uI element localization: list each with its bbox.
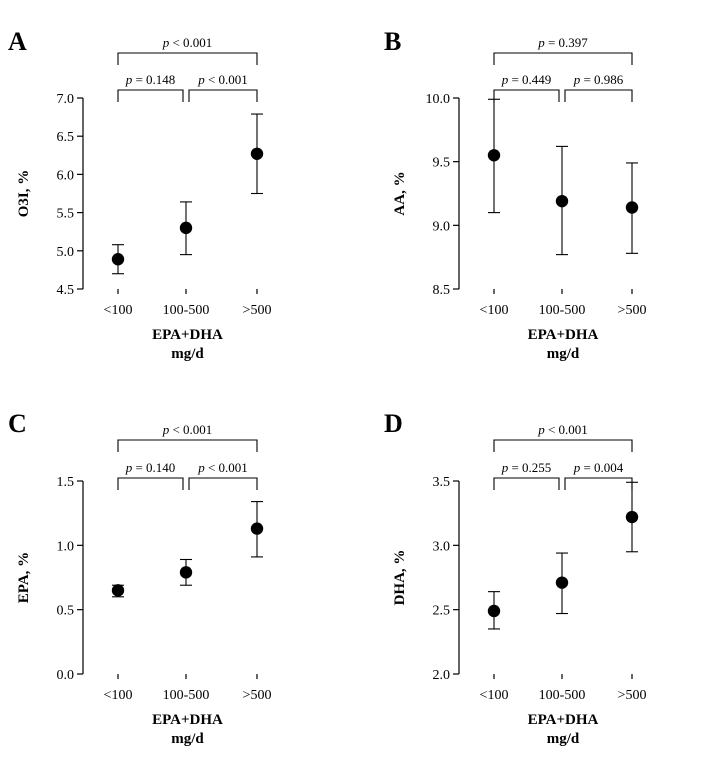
y-tick-label: 4.5 [57, 283, 75, 298]
x-tick-label: >500 [618, 303, 647, 318]
data-point-3 [625, 201, 639, 214]
data-point-3 [250, 522, 264, 535]
comparison-bracket-2 [188, 89, 258, 102]
x-axis-title-line-1: EPA+DHA [528, 327, 599, 343]
panel-c: C 0.0 0.5 1.0 1.5 EPA, % <100 100-500 >500 EPA+DH… [8, 409, 271, 747]
comparison-bracket-1 [493, 89, 560, 102]
comparison-bracket-3 [117, 439, 258, 452]
y-tick-label: 1.5 [57, 475, 75, 490]
panel-b: B 8.5 9.0 9.5 10.0 AA, % <100 100-500 >500 EPA+DH… [384, 27, 646, 362]
comparison-bracket-1 [117, 89, 184, 102]
data-point-2 [555, 576, 569, 589]
comparison-bracket-2 [564, 89, 633, 102]
p-value-label-1: p = 0.449 [501, 72, 552, 87]
x-tick-label: 100-500 [163, 303, 210, 318]
x-tick-label: >500 [243, 688, 272, 703]
y-tick-label: 9.0 [433, 219, 451, 234]
y-tick-label: 6.0 [57, 168, 75, 183]
x-tick-label: 100-500 [163, 688, 210, 703]
panel-letter-b: B [384, 27, 401, 56]
y-tick-label: 3.0 [433, 539, 451, 554]
data-point-3 [625, 510, 639, 524]
x-axis-title-line-2: mg/d [547, 731, 580, 747]
x-tick-label: <100 [480, 688, 509, 703]
data-point-2 [555, 194, 569, 208]
y-axis-title: EPA, % [16, 552, 32, 603]
x-tick-label: <100 [104, 688, 133, 703]
x-axis-title-line-2: mg/d [171, 731, 204, 747]
panel-a: A 4.5 5.0 5.5 6.0 6.5 7.0 O3I, % <100 100-500 >500… [8, 27, 271, 362]
p-value-label-1: p = 0.140 [125, 460, 176, 475]
panel-letter-d: D [384, 409, 403, 438]
y-tick-label: 0.0 [57, 668, 75, 683]
comparison-bracket-1 [117, 477, 184, 490]
p-value-label-2: p = 0.986 [573, 72, 624, 87]
panel-d: D 2.0 2.5 3.0 3.5 DHA, % <100 100-500 >500 EPA+DH… [384, 409, 646, 747]
panel-letter-c: C [8, 409, 27, 438]
x-tick-label: >500 [618, 688, 647, 703]
x-tick-label: 100-500 [539, 303, 586, 318]
y-tick-label: 10.0 [426, 92, 451, 107]
comparison-bracket-3 [117, 52, 258, 65]
p-value-label-3: p < 0.001 [537, 422, 588, 437]
data-point-2 [179, 566, 193, 579]
x-axis-title-line-2: mg/d [547, 346, 580, 362]
y-tick-label: 7.0 [57, 92, 75, 107]
data-point-3 [250, 147, 264, 160]
data-point-1 [487, 604, 501, 618]
panel-letter-a: A [8, 27, 27, 56]
p-value-label-3: p = 0.397 [537, 35, 588, 50]
p-value-label-2: p = 0.004 [573, 460, 624, 475]
y-tick-label: 5.5 [57, 207, 75, 222]
data-point-2 [179, 221, 193, 235]
p-value-label-3: p < 0.001 [162, 422, 213, 437]
y-tick-label: 9.5 [433, 156, 451, 171]
x-tick-label: 100-500 [539, 688, 586, 703]
y-tick-label: 6.5 [57, 130, 75, 145]
data-point-1 [111, 584, 125, 597]
x-axis-title-line-1: EPA+DHA [528, 712, 599, 728]
data-point-1 [111, 253, 125, 266]
p-value-label-2: p < 0.001 [197, 72, 248, 87]
comparison-bracket-3 [493, 52, 633, 65]
y-tick-label: 5.0 [57, 245, 75, 260]
x-tick-label: <100 [480, 303, 509, 318]
y-tick-label: 2.5 [433, 604, 451, 619]
p-value-label-3: p < 0.001 [162, 35, 213, 50]
x-tick-label: >500 [243, 303, 272, 318]
y-tick-label: 2.0 [433, 668, 451, 683]
y-tick-label: 0.5 [57, 604, 75, 619]
comparison-bracket-3 [493, 439, 633, 452]
comparison-bracket-1 [493, 477, 560, 490]
x-axis-title-line-1: EPA+DHA [152, 712, 223, 728]
y-tick-label: 1.0 [57, 539, 75, 554]
x-axis-title-line-2: mg/d [171, 346, 204, 362]
y-tick-label: 8.5 [433, 283, 451, 298]
data-point-1 [487, 149, 501, 162]
x-tick-label: <100 [104, 303, 133, 318]
y-axis-title: AA, % [392, 171, 408, 215]
y-tick-label: 3.5 [433, 475, 451, 490]
p-value-label-2: p < 0.001 [197, 460, 248, 475]
comparison-bracket-2 [188, 477, 258, 490]
x-axis-title-line-1: EPA+DHA [152, 327, 223, 343]
comparison-bracket-2 [564, 477, 633, 490]
y-axis-title: O3I, % [16, 170, 32, 218]
y-axis-title: DHA, % [392, 550, 408, 606]
p-value-label-1: p = 0.255 [501, 460, 552, 475]
p-value-label-1: p = 0.148 [125, 72, 176, 87]
